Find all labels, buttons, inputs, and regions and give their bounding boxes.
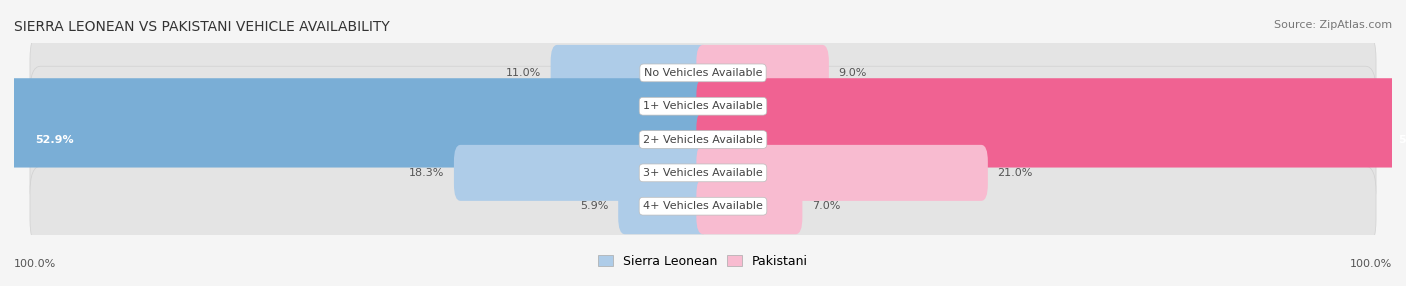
Text: 5.9%: 5.9% xyxy=(581,201,609,211)
Text: 21.0%: 21.0% xyxy=(997,168,1032,178)
FancyBboxPatch shape xyxy=(0,78,710,134)
Text: 2+ Vehicles Available: 2+ Vehicles Available xyxy=(643,134,763,144)
Text: No Vehicles Available: No Vehicles Available xyxy=(644,68,762,78)
FancyBboxPatch shape xyxy=(30,166,1376,246)
Text: Source: ZipAtlas.com: Source: ZipAtlas.com xyxy=(1274,20,1392,30)
FancyBboxPatch shape xyxy=(0,112,710,168)
Text: 100.0%: 100.0% xyxy=(14,259,56,269)
FancyBboxPatch shape xyxy=(30,100,1376,180)
FancyBboxPatch shape xyxy=(30,133,1376,213)
FancyBboxPatch shape xyxy=(696,145,988,201)
Text: 57.9%: 57.9% xyxy=(1399,134,1406,144)
Text: 3+ Vehicles Available: 3+ Vehicles Available xyxy=(643,168,763,178)
FancyBboxPatch shape xyxy=(696,112,1406,168)
FancyBboxPatch shape xyxy=(551,45,710,101)
Text: 18.3%: 18.3% xyxy=(409,168,444,178)
FancyBboxPatch shape xyxy=(619,178,710,234)
Text: 7.0%: 7.0% xyxy=(811,201,839,211)
FancyBboxPatch shape xyxy=(696,78,1406,134)
FancyBboxPatch shape xyxy=(454,145,710,201)
Text: 4+ Vehicles Available: 4+ Vehicles Available xyxy=(643,201,763,211)
Text: 100.0%: 100.0% xyxy=(1350,259,1392,269)
Text: 1+ Vehicles Available: 1+ Vehicles Available xyxy=(643,101,763,111)
FancyBboxPatch shape xyxy=(30,66,1376,146)
Text: 11.0%: 11.0% xyxy=(506,68,541,78)
FancyBboxPatch shape xyxy=(696,178,803,234)
Text: 52.9%: 52.9% xyxy=(35,134,75,144)
FancyBboxPatch shape xyxy=(30,33,1376,113)
Text: 9.0%: 9.0% xyxy=(838,68,866,78)
Text: SIERRA LEONEAN VS PAKISTANI VEHICLE AVAILABILITY: SIERRA LEONEAN VS PAKISTANI VEHICLE AVAI… xyxy=(14,20,389,34)
FancyBboxPatch shape xyxy=(696,45,830,101)
Legend: Sierra Leonean, Pakistani: Sierra Leonean, Pakistani xyxy=(595,253,811,271)
